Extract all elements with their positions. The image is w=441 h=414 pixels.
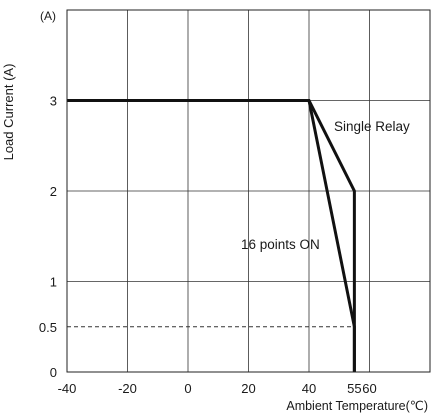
grid-lines [66,9,431,373]
annotation-16-points-on: 16 points ON [241,237,320,252]
x-tick-label: 40 [302,381,316,396]
series-line-1 [307,100,356,372]
x-tick-label: 60 [362,381,376,396]
x-tick-label: -20 [118,381,137,396]
y-axis-label: Load Current (A) [1,64,16,161]
y-tick-label: 0.5 [39,320,57,335]
x-tick-labels: -40 -20 0 20 40 55 60 [58,381,377,396]
x-axis-label: Ambient Temperature(℃) [286,399,428,413]
y-tick-labels: 0 0.5 1 2 3 [39,94,57,381]
x-tick-label: 0 [184,381,191,396]
plot-frame [66,9,431,373]
x-tick-label: 20 [241,381,255,396]
y-axis-unit: (A) [40,9,56,23]
series-line-0 [67,99,356,372]
x-tick-label: -40 [58,381,77,396]
y-tick-label: 3 [50,94,57,109]
x-tick-label: 55 [347,381,361,396]
annotation-single-relay: Single Relay [334,119,410,134]
y-tick-label: 2 [50,184,57,199]
y-tick-label: 0 [50,365,57,380]
series-lines [67,99,356,372]
y-tick-label: 1 [50,275,57,290]
